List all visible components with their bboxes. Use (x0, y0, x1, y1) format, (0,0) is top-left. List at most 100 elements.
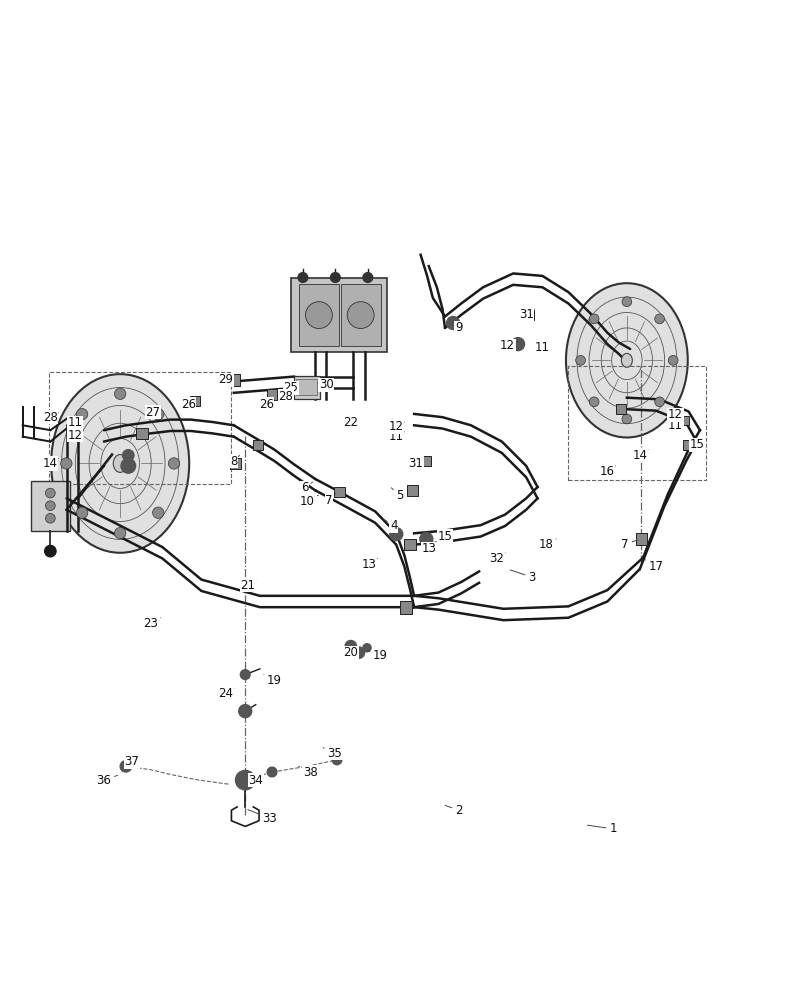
Text: 7: 7 (620, 538, 637, 551)
Text: 14: 14 (43, 457, 58, 470)
Bar (635, 533, 646, 545)
Circle shape (347, 302, 374, 329)
Text: 15: 15 (436, 530, 452, 543)
Text: 15: 15 (689, 438, 704, 451)
Circle shape (238, 705, 251, 718)
Text: 16: 16 (599, 465, 615, 478)
Text: 18: 18 (538, 538, 556, 551)
Text: 12: 12 (388, 420, 404, 433)
Circle shape (45, 513, 55, 523)
Bar (524, 310, 534, 320)
Bar (333, 487, 344, 497)
Text: 22: 22 (343, 416, 358, 429)
Text: 35: 35 (323, 747, 341, 760)
Text: 11: 11 (67, 416, 83, 429)
Text: 29: 29 (218, 373, 234, 386)
Bar (230, 458, 241, 469)
Text: 17: 17 (645, 560, 663, 573)
Circle shape (330, 273, 340, 282)
Circle shape (589, 397, 599, 407)
Bar (298, 284, 339, 346)
Text: 12: 12 (667, 408, 683, 421)
Text: 36: 36 (97, 774, 118, 787)
Text: 6: 6 (300, 481, 312, 494)
Text: 27: 27 (145, 406, 161, 419)
Circle shape (575, 355, 585, 365)
Text: 23: 23 (143, 617, 161, 630)
Text: 2: 2 (444, 804, 462, 817)
Bar (616, 404, 626, 414)
Text: 20: 20 (343, 646, 358, 659)
Text: 30: 30 (319, 378, 333, 391)
Text: 38: 38 (298, 766, 317, 779)
Text: 24: 24 (218, 687, 234, 700)
Text: 11: 11 (534, 341, 550, 354)
Text: 5: 5 (391, 488, 403, 502)
Circle shape (363, 644, 371, 652)
Bar (406, 485, 418, 496)
Bar (391, 422, 401, 432)
Bar (399, 601, 412, 614)
Ellipse shape (113, 455, 127, 472)
Circle shape (345, 640, 356, 652)
Text: 3: 3 (509, 570, 535, 584)
Circle shape (654, 314, 663, 324)
Circle shape (120, 761, 131, 772)
Text: 37: 37 (124, 755, 139, 768)
Circle shape (45, 501, 55, 511)
Text: 9: 9 (453, 321, 462, 334)
Text: 26: 26 (259, 398, 274, 411)
Text: 28: 28 (278, 390, 294, 403)
Circle shape (419, 532, 432, 545)
Circle shape (654, 397, 663, 407)
Text: 14: 14 (632, 449, 647, 462)
Circle shape (235, 770, 255, 790)
Bar (404, 539, 415, 550)
Text: 34: 34 (245, 774, 263, 787)
Circle shape (114, 388, 126, 399)
Bar (253, 440, 263, 450)
Text: 11: 11 (667, 419, 683, 432)
Circle shape (121, 459, 135, 473)
Text: 31: 31 (408, 457, 423, 470)
Text: 19: 19 (367, 649, 387, 662)
Circle shape (621, 414, 631, 424)
Bar (682, 440, 693, 450)
Bar (294, 376, 320, 398)
Circle shape (45, 488, 55, 498)
Bar (228, 374, 239, 386)
Text: 12: 12 (67, 429, 83, 442)
Circle shape (511, 338, 524, 351)
Text: 31: 31 (518, 308, 534, 321)
Bar (266, 389, 277, 400)
Circle shape (667, 355, 677, 365)
Text: 7: 7 (324, 493, 335, 506)
Circle shape (353, 647, 364, 658)
Text: 26: 26 (181, 398, 196, 411)
Circle shape (76, 507, 88, 518)
Text: 28: 28 (43, 411, 58, 424)
Circle shape (61, 458, 72, 469)
Circle shape (389, 528, 402, 541)
Bar (340, 284, 380, 346)
Circle shape (267, 767, 277, 777)
Text: 19: 19 (264, 674, 281, 687)
Circle shape (122, 450, 134, 461)
Ellipse shape (620, 353, 632, 367)
Circle shape (152, 507, 164, 518)
Circle shape (621, 297, 631, 307)
Bar (31, 481, 70, 531)
Circle shape (114, 527, 126, 539)
Text: 12: 12 (500, 339, 517, 352)
Text: 8: 8 (230, 455, 239, 468)
Circle shape (332, 755, 341, 765)
Bar (421, 456, 431, 466)
Text: 13: 13 (420, 542, 436, 555)
Circle shape (446, 316, 459, 329)
Text: 1: 1 (586, 822, 616, 835)
Circle shape (168, 458, 179, 469)
Text: 33: 33 (247, 810, 277, 825)
Bar (678, 416, 688, 425)
Text: 10: 10 (299, 495, 318, 508)
Bar (189, 396, 200, 406)
